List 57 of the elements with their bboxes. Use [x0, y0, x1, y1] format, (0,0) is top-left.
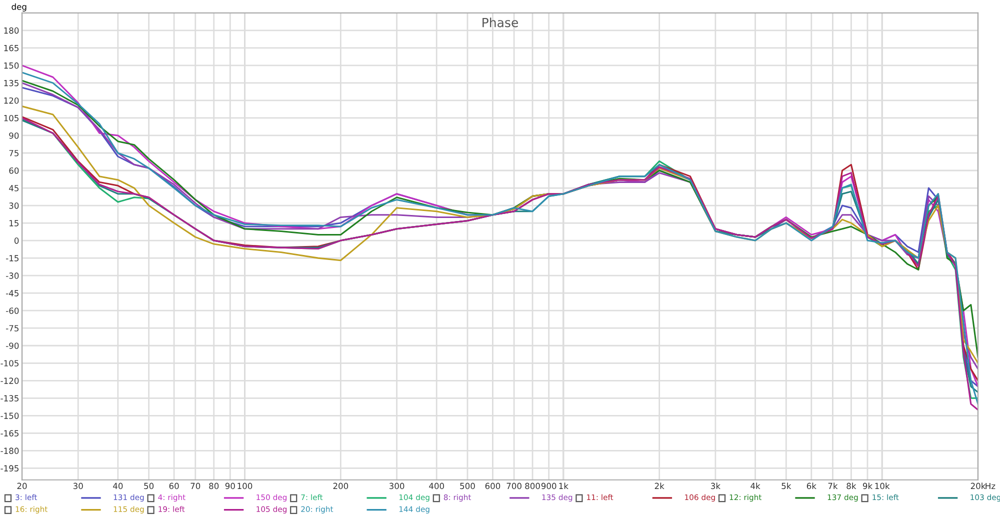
- x-tick-label: 900: [541, 482, 556, 490]
- x-tick-label: 800: [525, 482, 540, 490]
- y-tick-label: 165: [4, 44, 18, 52]
- y-tick-label: -135: [0, 395, 18, 402]
- y-tick-label: 180: [4, 27, 19, 34]
- x-tick-label: 500: [460, 482, 475, 490]
- x-tick-label: 8k: [846, 482, 856, 490]
- y-tick-label: -60: [6, 308, 19, 314]
- y-tick-label: -45: [6, 290, 18, 296]
- x-tick-label: 1k: [559, 482, 568, 489]
- x-tick-label: 100: [238, 482, 252, 490]
- x-tick-label: 40: [113, 482, 123, 490]
- y-tick-label: -90: [6, 342, 19, 349]
- y-tick-label: 120: [4, 97, 19, 104]
- x-tick-label: 2k: [654, 482, 664, 489]
- x-tick-label: 30: [73, 482, 83, 490]
- x-tick-label: 300: [389, 482, 404, 490]
- x-tick-label: 7k: [828, 482, 838, 489]
- x-tick-label: 4k: [750, 482, 760, 489]
- y-tick-label: 60: [9, 167, 19, 174]
- y-tick-label: 15: [10, 220, 18, 226]
- x-axis-title: Hz: [986, 482, 996, 490]
- y-tick-label: -105: [0, 360, 18, 366]
- y-tick-label: 45: [9, 185, 18, 192]
- y-tick-label: -165: [0, 430, 18, 436]
- x-tick-label: 20: [17, 482, 27, 490]
- x-tick-label: 600: [485, 482, 500, 490]
- x-tick-label: 60: [169, 482, 179, 490]
- x-tick-label: 20k: [970, 482, 986, 490]
- y-tick-label: -120: [0, 378, 19, 384]
- y-tick-label: -195: [0, 465, 18, 472]
- y-tick-label: 0: [14, 238, 19, 244]
- y-tick-label: -180: [0, 448, 19, 454]
- x-tick-label: 10k: [875, 482, 890, 490]
- y-tick-label: 90: [9, 132, 19, 139]
- chart-title: Phase: [482, 18, 518, 28]
- x-tick-label: 400: [429, 482, 444, 490]
- y-tick-label: 150: [4, 62, 19, 69]
- y-tick-label: 30: [9, 202, 19, 209]
- x-tick-label: 6k: [806, 482, 816, 490]
- y-tick-label: 105: [4, 114, 18, 122]
- x-tick-label: 3k: [711, 482, 720, 490]
- x-tick-label: 70: [190, 482, 200, 490]
- x-tick-label: 5k: [782, 482, 792, 490]
- x-tick-label: 9k: [862, 482, 873, 490]
- y-axis-title: deg: [12, 3, 26, 12]
- y-tick-label: 135: [4, 80, 18, 86]
- y-tick-label: -15: [6, 255, 18, 262]
- x-tick-label: 80: [209, 482, 219, 490]
- y-tick-label: -30: [6, 272, 19, 279]
- y-tick-label: -150: [0, 412, 19, 419]
- y-tick-label: -75: [6, 325, 18, 332]
- x-tick-label: 90: [225, 482, 235, 490]
- y-tick-label: 75: [9, 150, 18, 156]
- x-tick-label: 700: [506, 482, 522, 490]
- x-tick-label: 50: [144, 482, 154, 490]
- x-tick-label: 200: [333, 482, 348, 490]
